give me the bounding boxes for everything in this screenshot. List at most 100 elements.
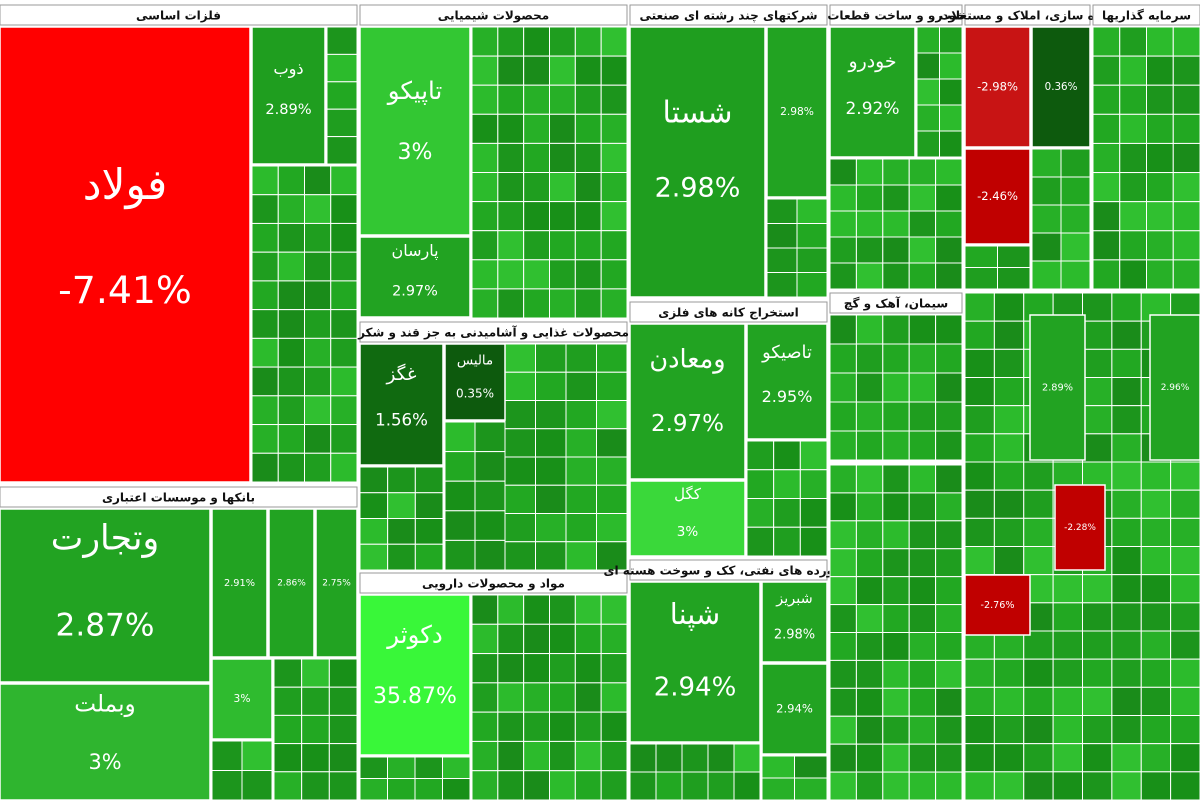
filler-tile (1031, 260, 1062, 290)
filler-tile (1111, 686, 1142, 716)
filler-tile (855, 520, 884, 550)
filler-tile (301, 658, 330, 688)
filler-tile (523, 55, 551, 86)
filler-tile (328, 658, 358, 688)
filler-tile (746, 498, 775, 528)
filler-tile (882, 158, 910, 186)
filler-tile (773, 526, 801, 557)
filler-tile (600, 172, 628, 203)
filler-tile (600, 653, 628, 684)
filler-tile (304, 424, 332, 454)
filler-tile (328, 714, 358, 745)
filler-tile (908, 715, 937, 745)
filler-tile (1082, 602, 1113, 632)
filler-tile (304, 337, 332, 368)
filler-tile (939, 78, 963, 106)
tile-change: 2.96% (1161, 383, 1190, 393)
filler-tile (655, 771, 683, 801)
filler-tile (359, 756, 388, 779)
tile-change: 2.98% (655, 173, 741, 204)
filler-tile (908, 743, 937, 773)
filler-tile (993, 517, 1025, 547)
filler-tile (882, 314, 910, 345)
filler-tile (251, 194, 279, 224)
sector-title: محصولات غذایی و آشامیدنی به جز قند و شکر (357, 325, 629, 341)
tile-change: 3% (88, 750, 121, 774)
tile-name: مالیس (457, 354, 493, 369)
tile (359, 236, 471, 318)
filler-tile (326, 136, 358, 165)
filler-tile (681, 771, 709, 801)
filler-tile (1092, 113, 1121, 144)
sector-title: سیمان، آهک و گچ (844, 296, 948, 312)
filler-tile (855, 210, 884, 238)
filler-tile (471, 26, 499, 57)
filler-tile (535, 484, 567, 514)
tile (444, 343, 506, 421)
filler-tile (1140, 489, 1172, 519)
filler-tile (444, 510, 476, 541)
filler-tile (908, 520, 937, 550)
filler-tile (359, 466, 389, 494)
filler-tile (681, 743, 709, 773)
filler-tile (1170, 686, 1200, 716)
filler-tile (1082, 433, 1113, 463)
tile (1149, 314, 1200, 461)
filler-tile (574, 653, 602, 684)
filler-tile (497, 55, 525, 86)
filler-tile (935, 314, 963, 345)
filler-tile (855, 464, 884, 494)
filler-tile (1119, 26, 1147, 57)
filler-tile (497, 259, 525, 290)
filler-tile (855, 743, 884, 773)
filler-tile (855, 715, 884, 745)
filler-tile (829, 715, 857, 745)
filler-tile (504, 513, 536, 543)
filler-tile (1172, 201, 1200, 232)
filler-tile (1082, 292, 1113, 322)
tile (251, 26, 326, 165)
filler-tile (600, 201, 628, 232)
filler-tile (993, 546, 1025, 576)
filler-tile (908, 184, 937, 212)
filler-tile (1140, 602, 1172, 632)
filler-tile (471, 172, 499, 203)
filler-tile (523, 26, 551, 57)
filler-tile (497, 653, 525, 684)
filler-tile (799, 498, 828, 528)
filler-tile (549, 740, 576, 772)
tile (964, 574, 1031, 636)
tile-change: 2.86% (277, 579, 306, 589)
tile (211, 658, 273, 740)
filler-tile (549, 230, 576, 261)
filler-tile (549, 26, 576, 57)
filler-tile (565, 513, 597, 543)
filler-tile (277, 222, 305, 253)
filler-tile (523, 172, 551, 203)
filler-tile (471, 653, 499, 684)
filler-tile (882, 464, 910, 494)
filler-tile (1111, 461, 1142, 491)
filler-tile (855, 184, 884, 212)
filler-tile (549, 770, 576, 801)
filler-tile (574, 55, 602, 86)
filler-tile (596, 456, 628, 486)
filler-tile (855, 659, 884, 689)
filler-tile (908, 771, 937, 801)
filler-tile (600, 55, 628, 86)
filler-tile (277, 309, 305, 339)
filler-tile (1111, 743, 1142, 773)
tile-change: 2.94% (776, 702, 813, 716)
filler-tile (1140, 771, 1172, 801)
filler-tile (1031, 148, 1062, 178)
tile-change: 3% (677, 524, 699, 540)
filler-tile (993, 433, 1025, 463)
filler-tile (935, 604, 963, 633)
filler-tile (733, 771, 761, 801)
filler-tile (882, 687, 910, 717)
filler-tile (1023, 546, 1054, 576)
filler-tile (600, 594, 628, 625)
filler-tile (1111, 574, 1142, 604)
filler-tile (600, 740, 628, 772)
filler-tile (523, 623, 551, 655)
